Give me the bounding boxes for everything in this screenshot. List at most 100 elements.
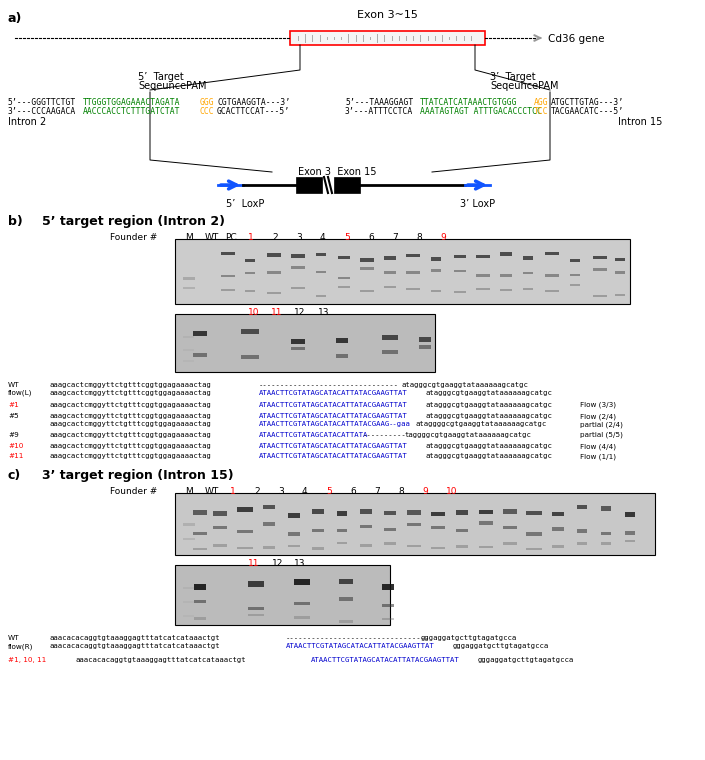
Text: 12: 12 — [272, 559, 283, 568]
Bar — [503, 526, 517, 529]
Bar — [248, 607, 264, 610]
Bar — [213, 526, 227, 529]
Bar — [312, 547, 324, 549]
Text: Flow (4/4): Flow (4/4) — [580, 443, 616, 449]
Bar — [294, 616, 310, 619]
Bar — [455, 546, 468, 548]
Text: 3’---CCCAAGACA: 3’---CCCAAGACA — [8, 107, 76, 116]
Text: 2: 2 — [254, 487, 259, 496]
Bar — [288, 513, 300, 518]
Text: #1, 10, 11: #1, 10, 11 — [8, 657, 47, 663]
Text: TTGGGTGGAGAAACTAGATA: TTGGGTGGAGAAACTAGATA — [83, 98, 180, 107]
Bar — [294, 601, 310, 605]
Bar — [570, 274, 580, 276]
Text: 12: 12 — [294, 308, 305, 317]
Text: 3: 3 — [278, 487, 283, 496]
Bar — [524, 272, 532, 274]
Text: gggaggatgcttgtagatgcca: gggaggatgcttgtagatgcca — [453, 643, 549, 649]
Bar — [238, 507, 252, 511]
Bar — [290, 31, 485, 45]
Bar — [317, 253, 326, 256]
Text: c): c) — [8, 469, 21, 482]
Bar — [175, 314, 435, 372]
Bar — [552, 511, 564, 516]
Text: AAATAGTAGT ATTTGACACCCTCC: AAATAGTAGT ATTTGACACCCTCC — [420, 107, 542, 116]
Bar — [593, 295, 607, 297]
Bar — [290, 266, 305, 269]
Text: 1: 1 — [230, 487, 235, 496]
Text: PAM: PAM — [186, 81, 207, 91]
Text: 13: 13 — [318, 308, 329, 317]
Text: ---------------------------------: --------------------------------- — [286, 635, 430, 641]
Bar — [339, 620, 352, 623]
Bar — [213, 544, 227, 546]
Bar — [381, 350, 398, 354]
Text: flow(R): flow(R) — [8, 643, 33, 650]
Text: gggaggatgcttgtagatgcca: gggaggatgcttgtagatgcca — [421, 635, 517, 641]
Bar — [192, 511, 207, 515]
Bar — [524, 256, 532, 260]
Text: aaagcactcmggyttctgtttcggtggagaaaactag: aaagcactcmggyttctgtttcggtggagaaaactag — [50, 421, 212, 427]
Bar — [238, 530, 252, 533]
Text: aaagcactcmggyttctgtttcggtggagaaaactag: aaagcactcmggyttctgtttcggtggagaaaactag — [50, 432, 212, 438]
Bar — [263, 546, 275, 549]
Bar — [431, 257, 441, 261]
Text: 5’  LoxP: 5’ LoxP — [226, 199, 264, 209]
Bar — [193, 584, 207, 590]
Bar — [288, 533, 300, 536]
Text: 10: 10 — [248, 308, 259, 317]
Text: Exon 3  Exon 15: Exon 3 Exon 15 — [298, 167, 376, 177]
Bar — [192, 547, 207, 550]
Text: 3’  Target: 3’ Target — [490, 72, 536, 82]
Bar — [183, 349, 194, 351]
Text: 4: 4 — [320, 233, 326, 242]
Bar — [384, 511, 396, 515]
Text: PAM: PAM — [538, 81, 558, 91]
Bar — [455, 291, 465, 293]
Bar — [248, 613, 264, 616]
Text: 4: 4 — [302, 487, 307, 496]
Text: AACCCACCTCTTTGATCTAT: AACCCACCTCTTTGATCTAT — [83, 107, 180, 116]
Text: CGTGAAGGTA---3’: CGTGAAGGTA---3’ — [217, 98, 290, 107]
Bar — [479, 509, 493, 514]
Text: ATAACTTCGTATAGCATACATTATACGAAGTTAT: ATAACTTCGTATAGCATACATTATACGAAGTTAT — [311, 657, 460, 663]
Text: 9: 9 — [440, 233, 446, 242]
Text: ATAACTTCGTATAGCATACATTATACGAAGTTAT: ATAACTTCGTATAGCATACATTATACGAAGTTAT — [259, 402, 407, 408]
Bar — [577, 530, 587, 533]
Text: TTATCATCATAAACTGTGGG: TTATCATCATAAACTGTGGG — [420, 98, 517, 107]
Bar — [527, 511, 541, 515]
Bar — [479, 521, 493, 525]
Bar — [245, 290, 255, 292]
Text: 6: 6 — [368, 233, 374, 242]
Bar — [407, 523, 422, 527]
Text: aaacacacaggtgtaaaggagtttatcatcataaactgt: aaacacacaggtgtaaaggagtttatcatcataaactgt — [50, 635, 221, 641]
Bar — [312, 528, 324, 532]
Text: 1: 1 — [248, 233, 254, 242]
Bar — [501, 252, 512, 256]
Text: 3’ LoxP: 3’ LoxP — [460, 199, 495, 209]
Bar — [546, 274, 558, 277]
Bar — [360, 509, 372, 514]
Text: 2: 2 — [272, 233, 278, 242]
Bar — [193, 353, 207, 356]
Bar — [175, 565, 390, 625]
Text: aaacacacaggtgtaaaggagtttatcatcataaactgt: aaacacacaggtgtaaaggagtttatcatcataaactgt — [75, 657, 245, 663]
Bar — [193, 600, 207, 603]
Text: Intron 15: Intron 15 — [618, 117, 663, 127]
Text: #11: #11 — [8, 453, 23, 459]
Bar — [455, 511, 468, 515]
Text: Cd36 gene: Cd36 gene — [548, 34, 604, 44]
Bar — [221, 275, 235, 277]
Bar — [577, 542, 587, 545]
Text: 5’ target region (Intron 2): 5’ target region (Intron 2) — [42, 215, 225, 228]
Text: 10: 10 — [446, 487, 458, 496]
Bar — [455, 270, 465, 272]
Bar — [593, 268, 607, 271]
Text: 8: 8 — [398, 487, 404, 496]
Bar — [267, 253, 281, 257]
Text: ATAACTTCGTATAGCATACATTATACGAAGTTAT: ATAACTTCGTATAGCATACATTATACGAAGTTAT — [259, 443, 407, 449]
Bar — [238, 546, 252, 549]
Bar — [290, 287, 305, 289]
Bar — [339, 579, 352, 584]
Bar — [455, 529, 468, 533]
